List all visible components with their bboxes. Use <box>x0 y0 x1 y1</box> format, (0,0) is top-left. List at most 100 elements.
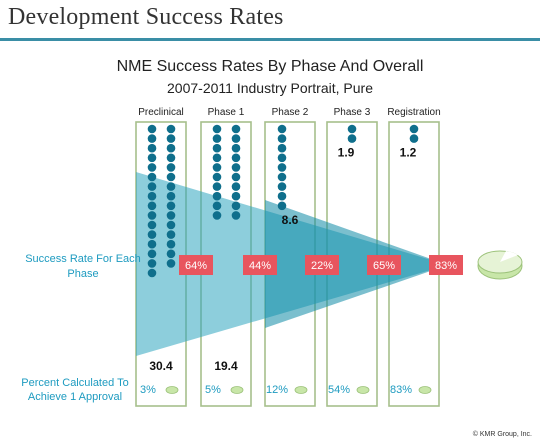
compound-dot <box>347 124 357 134</box>
compound-dot <box>147 239 157 249</box>
compounds-label-4: 1.9 <box>338 146 355 160</box>
percent-approval-3: 12% <box>266 384 288 396</box>
compound-dot <box>166 230 176 239</box>
compound-dot <box>166 153 176 163</box>
pill-icon-small <box>230 386 244 394</box>
compound-dot <box>147 249 157 259</box>
compound-dot <box>147 124 157 134</box>
success-rate-badge-2 <box>243 255 277 275</box>
percent-approval-4: 54% <box>328 384 350 396</box>
compound-dot <box>212 143 222 153</box>
compound-dot <box>166 163 176 172</box>
compound-dot <box>409 134 419 143</box>
compound-dot <box>147 230 157 239</box>
compound-dot <box>166 259 176 268</box>
success-rate-label: Success Rate For Each Phase <box>25 253 141 280</box>
compound-dot <box>147 163 157 172</box>
compound-dot <box>277 163 287 172</box>
percent-calc-label: Percent Calculated To Achieve 1 Approval <box>21 377 129 403</box>
compound-dot <box>166 220 176 230</box>
compound-dot <box>147 153 157 163</box>
compound-dot <box>212 182 222 191</box>
compounds-label-1: 30.4 <box>149 359 173 373</box>
compound-dot <box>277 201 287 211</box>
pill-icon-slice <box>500 251 518 262</box>
phase-label-4: Phase 3 <box>334 107 371 118</box>
compound-dot <box>212 201 222 211</box>
compound-dot <box>166 134 176 143</box>
compound-dot <box>166 124 176 134</box>
percent-approval-5: 83% <box>390 384 412 396</box>
success-rate-badge-1 <box>179 255 213 275</box>
phase-label-5: Registration <box>387 107 440 118</box>
compound-dot <box>166 182 176 191</box>
compound-dot <box>277 191 287 201</box>
compound-dot <box>277 143 287 153</box>
percent-approval-2: 5% <box>205 384 221 396</box>
compound-dot <box>409 124 419 134</box>
compound-dot <box>277 153 287 163</box>
compound-dot <box>231 191 241 201</box>
success-rate-value-5: 83% <box>435 260 457 272</box>
compound-dot <box>347 134 357 143</box>
percent-approval-1: 3% <box>140 384 156 396</box>
slide-title: Development Success Rates <box>8 4 284 30</box>
compound-dot <box>147 191 157 201</box>
compound-dot <box>166 172 176 182</box>
compound-dot <box>166 201 176 211</box>
pill-icon-small <box>294 386 308 394</box>
compound-dot <box>277 124 287 134</box>
title-divider <box>0 38 540 41</box>
compound-dot <box>212 191 222 201</box>
compound-dot <box>147 259 157 268</box>
compound-dot <box>231 153 241 163</box>
compounds-label-3: 8.6 <box>282 213 299 227</box>
phase-label-1: Preclinical <box>138 107 184 118</box>
compound-dot <box>166 143 176 153</box>
compound-dot <box>212 163 222 172</box>
compound-dot <box>277 182 287 191</box>
success-rate-badge-4 <box>367 255 401 275</box>
pill-icon-small <box>165 386 179 394</box>
compound-dot <box>147 134 157 143</box>
compound-dot <box>231 124 241 134</box>
compound-dot <box>212 172 222 182</box>
compound-dot <box>212 153 222 163</box>
success-rate-badge-5 <box>429 255 463 275</box>
compound-dot <box>231 182 241 191</box>
compound-dot <box>231 163 241 172</box>
success-rate-value-3: 22% <box>311 260 333 272</box>
phase-label-3: Phase 2 <box>272 107 309 118</box>
compound-dot <box>231 211 241 220</box>
success-rate-value-4: 65% <box>373 260 395 272</box>
compound-dot <box>231 172 241 182</box>
compound-dot <box>147 143 157 153</box>
success-rate-value-1: 64% <box>185 260 207 272</box>
compound-dot <box>212 124 222 134</box>
compound-dot <box>147 211 157 220</box>
compound-dot <box>231 201 241 211</box>
compound-dot <box>231 143 241 153</box>
compound-dot <box>147 172 157 182</box>
compound-dot <box>231 134 241 143</box>
chart-title: NME Success Rates By Phase And Overall <box>116 58 424 75</box>
compound-dot <box>212 134 222 143</box>
success-rate-value-2: 44% <box>249 260 271 272</box>
compound-dot <box>212 211 222 220</box>
pill-icon-small <box>356 386 370 394</box>
compound-dot <box>166 211 176 220</box>
chart-subtitle: 2007-2011 Industry Portrait, Pure <box>167 80 373 96</box>
compounds-label-5: 1.2 <box>400 146 417 160</box>
compounds-label-2: 19.4 <box>214 359 238 373</box>
compound-dot <box>166 239 176 249</box>
compound-dot <box>277 134 287 143</box>
compound-dot <box>166 249 176 259</box>
copyright-credit: © KMR Group, Inc. <box>472 431 532 438</box>
compound-dot <box>147 201 157 211</box>
compound-dot <box>277 172 287 182</box>
funnel-cone-core <box>265 200 448 328</box>
phase-label-2: Phase 1 <box>208 107 245 118</box>
compound-dot <box>166 191 176 201</box>
pill-icon-small <box>418 386 432 394</box>
